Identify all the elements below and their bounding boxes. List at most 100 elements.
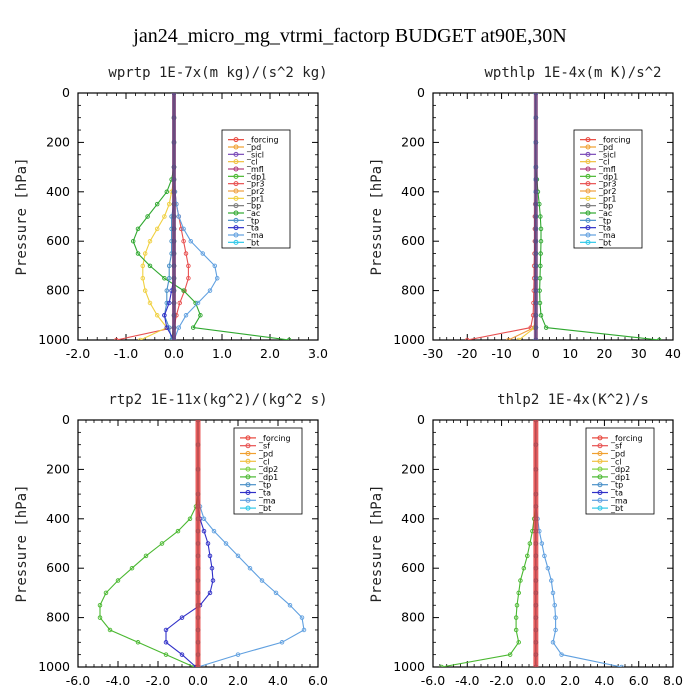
legend-label: _ta (258, 489, 271, 498)
series-point_ma (553, 615, 558, 620)
legend-marker (585, 210, 591, 216)
figure-title: jan24_micro_mg_vtrmi_factorp BUDGET at90… (132, 25, 566, 47)
series-point_ac (538, 251, 543, 256)
legend-marker (233, 203, 239, 209)
legend-marker (233, 181, 239, 187)
series-point_pr1 (166, 201, 172, 207)
series-point_ta (207, 590, 213, 596)
x-tick-label: 6.0 (308, 673, 328, 688)
x-tick-label: -10 (491, 346, 511, 361)
legend-marker (597, 458, 603, 464)
legend-label: _bt (246, 238, 259, 247)
legend-marker (245, 482, 251, 488)
legend-marker (245, 497, 251, 503)
legend-label: _dp1 (610, 473, 630, 482)
legend-label: _ta (610, 489, 623, 498)
legend-label: _pd (598, 143, 613, 152)
series-point_ma (550, 590, 556, 596)
legend-label: _pd (258, 450, 273, 459)
legend-marker (233, 151, 239, 157)
series-point_ac (543, 325, 549, 330)
series-point_ac (538, 263, 543, 269)
series-point_ma (539, 541, 545, 546)
panel-2: wpthlp 1E-4x(m K)/s^2 Pressure [hPa] -30 -2… (369, 65, 681, 361)
series-point_pr3 (114, 337, 119, 340)
legend-label: _tp (258, 481, 271, 490)
legend-box (585, 427, 655, 515)
series-point_ta (179, 652, 185, 657)
y-tick-label: 800 (401, 283, 425, 298)
x-tick-label: 3.0 (308, 346, 328, 361)
series-point_tp (164, 288, 170, 293)
series-point_ma (188, 238, 194, 244)
series-point_ac (154, 201, 160, 207)
legend-marker (245, 490, 251, 495)
legend-label: _pr1 (598, 194, 616, 203)
x-tick-label: -6.0 (66, 673, 90, 688)
panel-title: rtp2 1E-11x(kg^2)/(kg^2 s) (108, 392, 327, 408)
y-tick-label: 0 (62, 412, 70, 427)
y-axis-label: Pressure [hPa] (369, 157, 385, 275)
legend-marker (585, 195, 591, 201)
series-point_ma (211, 528, 217, 534)
y-tick-label: 600 (401, 560, 425, 575)
x-tick-label: 40 (665, 346, 681, 361)
panel-3: rtp2 1E-11x(kg^2)/(kg^2 s) Pressure [hPa]… (14, 392, 328, 688)
series-point_ma (235, 553, 241, 559)
legend-label: _pr2 (598, 187, 616, 196)
legend-marker (245, 505, 251, 511)
y-tick-label: 400 (46, 511, 70, 526)
y-tick-label: 1000 (38, 659, 70, 674)
legend-label: _pr3 (598, 180, 616, 189)
legend-marker (597, 497, 603, 503)
legend: _forcing_pd_sicl_cl_mfl_dp1_pr3_pr2_pr1_… (573, 129, 643, 249)
legend-label: _cl (610, 457, 622, 466)
y-axis-label: Pressure [hPa] (14, 484, 30, 602)
legend-label: _bp (598, 202, 613, 211)
legend-label: _sf (258, 442, 270, 451)
series-point_pr2 (506, 337, 511, 340)
legend-marker (585, 181, 591, 187)
x-tick-label: 10 (562, 346, 578, 361)
y-tick-label: 800 (401, 610, 425, 625)
legend-label: _tp (246, 216, 259, 225)
legend-label: _pr1 (246, 194, 264, 203)
series-point_dp1 (115, 578, 121, 583)
series-point_ma (223, 541, 229, 546)
series-point_ac (538, 214, 543, 219)
legend-label: _forcing (610, 434, 643, 443)
legend-label: _ma (246, 231, 264, 240)
x-tick-label: 1.0 (212, 346, 232, 361)
series-point_dp1 (129, 565, 135, 571)
series-point_dp1 (514, 603, 520, 608)
legend-label: _forcing (258, 434, 291, 443)
legend-marker (233, 217, 239, 223)
series-point_pr3 (465, 337, 470, 340)
y-tick-label: 200 (401, 134, 425, 149)
legend-marker (233, 144, 239, 150)
legend-marker (585, 137, 591, 143)
legend-marker (585, 159, 591, 165)
series-point_ta (209, 565, 215, 571)
legend-label: _bt (610, 504, 623, 513)
x-tick-label: -2.0 (146, 673, 170, 688)
legend-label: _mfl (246, 165, 264, 174)
series-point_pr3 (181, 238, 186, 244)
legend-marker (585, 203, 591, 209)
x-tick-label: 4.0 (594, 673, 614, 688)
series-point_ma (214, 276, 220, 281)
series-point_pr1 (147, 238, 153, 244)
series-point_dp1 (525, 553, 530, 559)
series-point_ta (207, 553, 213, 559)
legend: _forcing_sf_pd_cl_dp2_dp1_tp_ta_ma_bt (585, 427, 655, 515)
series-point_ma (200, 251, 206, 256)
legend-label: _dp1 (246, 172, 266, 181)
legend-marker (233, 232, 239, 238)
legend-label: _sicl (598, 150, 616, 159)
series-point_ma (235, 652, 241, 657)
y-tick-label: 600 (46, 233, 70, 248)
series-point_pr1 (162, 214, 167, 219)
legend-marker (245, 443, 251, 449)
series-point_ac (162, 276, 167, 281)
legend-label: _sicl (246, 150, 264, 159)
